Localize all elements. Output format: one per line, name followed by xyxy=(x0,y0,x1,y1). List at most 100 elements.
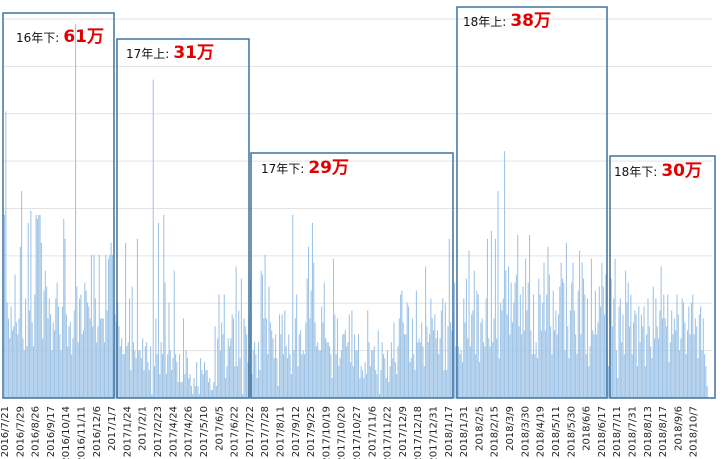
bar xyxy=(360,366,362,398)
bar xyxy=(29,310,31,398)
bar xyxy=(593,334,595,398)
bar xyxy=(357,334,360,398)
bar xyxy=(186,358,188,398)
bar xyxy=(573,310,575,398)
x-tick-label: 2017/10/19 xyxy=(321,406,332,459)
bar xyxy=(6,302,8,398)
bar xyxy=(51,350,53,398)
bar xyxy=(693,334,695,398)
bar xyxy=(180,382,182,398)
bar xyxy=(313,262,315,398)
x-tick-label: 2017/12/18 xyxy=(413,406,424,459)
period-box: 17年上: 31万 xyxy=(116,38,250,399)
bar xyxy=(282,354,285,398)
bar xyxy=(7,318,9,398)
period-label: 18年上: xyxy=(463,15,506,29)
bar xyxy=(302,350,304,398)
bar xyxy=(246,334,248,398)
period-box-frame xyxy=(2,12,115,399)
bar xyxy=(94,298,96,398)
period-total: 38万 xyxy=(510,11,551,31)
bar xyxy=(268,286,270,398)
x-tick-label: 2017/7/22 xyxy=(245,406,256,457)
bar xyxy=(484,346,486,398)
bar xyxy=(398,318,400,398)
bar xyxy=(85,290,87,398)
bar xyxy=(285,346,287,398)
bar xyxy=(218,294,220,398)
x-tick-label: 2018/2/15 xyxy=(490,406,501,457)
bar xyxy=(623,354,625,398)
bar xyxy=(473,270,475,398)
bar xyxy=(652,286,654,398)
bar xyxy=(55,298,57,398)
bar xyxy=(443,370,445,398)
bar xyxy=(546,294,548,398)
bar xyxy=(57,306,59,398)
bar xyxy=(142,338,144,398)
bar xyxy=(326,342,328,398)
bar xyxy=(490,230,492,398)
bar xyxy=(388,382,390,398)
bar xyxy=(677,314,679,398)
bar xyxy=(144,346,146,398)
bar xyxy=(618,306,620,398)
bar xyxy=(273,358,275,398)
bar xyxy=(663,294,665,398)
x-tick-labels: 2016/7/21 2016/7/29 2016/8/26 2016/9/17 2016… xyxy=(0,406,700,459)
bar xyxy=(485,298,487,398)
bar xyxy=(554,330,556,398)
bar xyxy=(160,342,162,398)
bar xyxy=(475,354,477,398)
bar xyxy=(301,354,303,398)
bar xyxy=(704,354,706,398)
bar xyxy=(189,374,191,398)
x-tick-label: 2017/7/28 xyxy=(260,406,271,457)
bar xyxy=(469,346,471,398)
period-label: 17年下: xyxy=(261,162,304,176)
bar xyxy=(342,334,344,398)
bar xyxy=(592,330,594,398)
bar xyxy=(294,318,296,398)
bar xyxy=(217,338,219,398)
bar xyxy=(102,318,104,398)
bar xyxy=(683,302,685,398)
bar xyxy=(565,242,567,398)
bar xyxy=(444,302,446,398)
bar xyxy=(139,350,141,398)
bar xyxy=(14,274,16,398)
bar xyxy=(340,350,342,398)
bar xyxy=(418,338,420,398)
bar xyxy=(535,342,537,398)
bar xyxy=(52,322,54,398)
bar xyxy=(346,346,348,398)
bar xyxy=(329,346,331,398)
bar xyxy=(423,366,425,398)
bar xyxy=(634,310,636,398)
bar xyxy=(619,298,621,398)
bar xyxy=(261,274,263,398)
bar xyxy=(172,358,174,398)
bar xyxy=(640,314,642,398)
x-tick-label: 2018/1/31 xyxy=(459,406,470,457)
bar xyxy=(168,302,170,398)
bar xyxy=(672,334,674,398)
bar xyxy=(679,350,681,398)
bar xyxy=(531,354,533,398)
bar xyxy=(257,342,260,398)
bar xyxy=(193,378,195,398)
bar xyxy=(602,286,604,398)
bar xyxy=(540,330,542,398)
bar xyxy=(17,334,19,398)
bar xyxy=(569,310,571,398)
bar xyxy=(234,366,236,398)
x-tick-label: 2016/9/17 xyxy=(46,406,57,457)
bar xyxy=(22,338,24,398)
bar xyxy=(181,382,183,398)
bar xyxy=(513,302,515,398)
bar xyxy=(702,318,704,398)
bar xyxy=(230,338,232,398)
bar xyxy=(661,318,663,398)
bar xyxy=(584,294,586,398)
bar xyxy=(159,374,161,398)
